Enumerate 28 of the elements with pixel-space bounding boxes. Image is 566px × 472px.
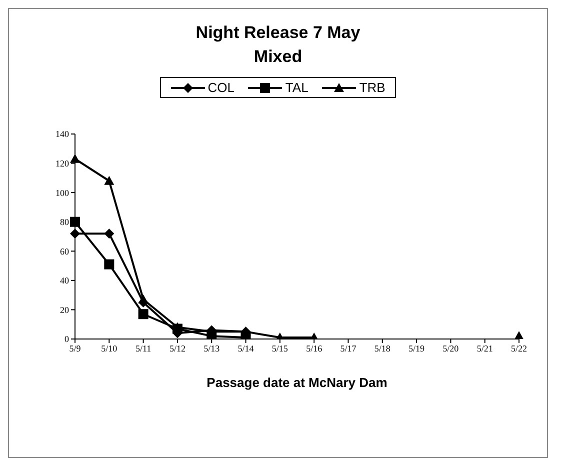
x-tick-label: 5/9 — [69, 343, 82, 354]
x-tick-label: 5/15 — [272, 343, 288, 354]
y-tick-label: 40 — [60, 276, 70, 286]
y-tick-label: 120 — [56, 158, 70, 168]
y-tick-label: 20 — [60, 304, 70, 315]
legend-label: COL — [208, 80, 234, 95]
x-tick-label: 5/12 — [169, 343, 186, 354]
x-tick-label: 5/18 — [374, 343, 391, 354]
x-tick-label: 5/14 — [238, 343, 254, 354]
y-tick-label: 140 — [56, 129, 70, 140]
y-tick-label: 100 — [56, 188, 70, 198]
x-tick-label: 5/20 — [442, 343, 460, 354]
y-tick-label: 0 — [64, 334, 70, 344]
legend-label: TAL — [285, 80, 308, 95]
x-axis-title: Passage date at McNary Dam — [206, 375, 388, 390]
x-tick-label: 5/11 — [135, 343, 152, 354]
x-tick-label: 5/22 — [510, 343, 528, 354]
chart-subtitle: Mixed — [252, 47, 304, 67]
x-tick-label: 5/16 — [306, 343, 323, 354]
y-tick-label: 80 — [60, 217, 70, 228]
x-tick-label: 5/10 — [101, 343, 118, 354]
x-tick-label: 5/13 — [204, 343, 220, 354]
y-tick-label: 60 — [60, 246, 70, 256]
x-tick-label: 5/19 — [408, 343, 426, 354]
x-tick-label: 5/17 — [340, 343, 357, 354]
x-tick-label: 5/21 — [476, 343, 493, 354]
chart-title: Night Release 7 May — [194, 23, 362, 43]
legend-label: TRB — [359, 80, 386, 95]
